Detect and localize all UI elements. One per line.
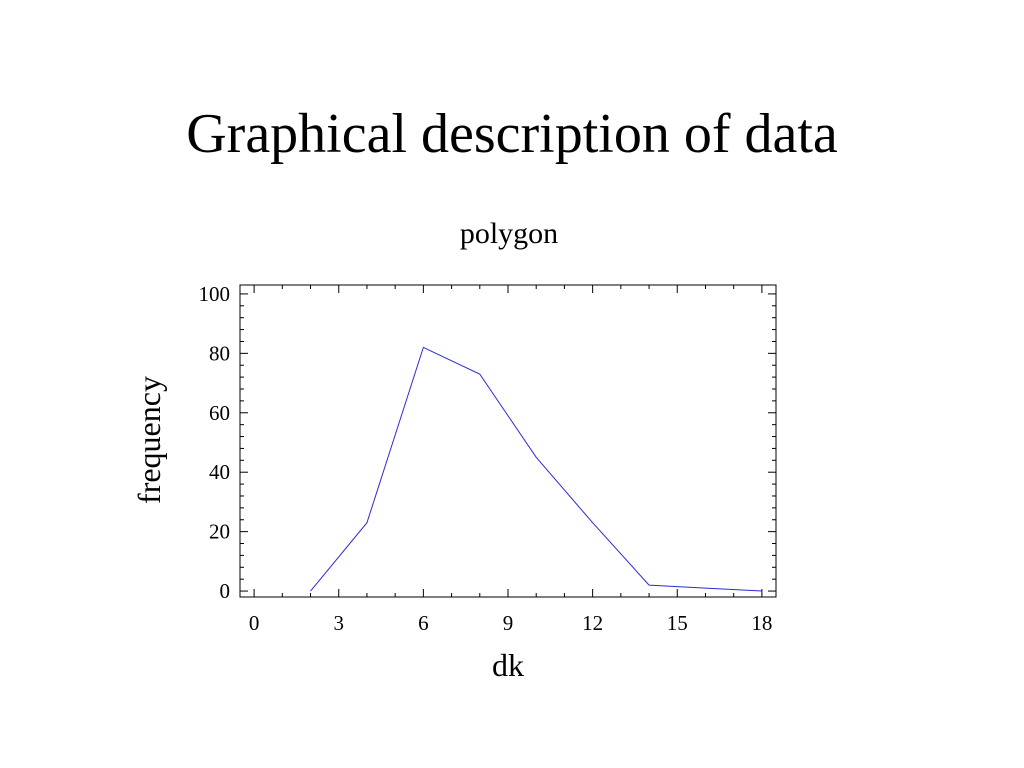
plot-frame — [239, 284, 777, 598]
x-tick-label: 12 — [582, 611, 603, 635]
x-tick-label: 0 — [249, 611, 260, 635]
chart-title: polygon — [460, 217, 558, 250]
y-tick-label: 60 — [209, 401, 230, 425]
y-tick-label: 100 — [199, 282, 231, 306]
x-tick-label: 18 — [751, 611, 772, 635]
plot-area: 0 3 6 9 12 15 18 0 20 40 60 80 100 — [199, 282, 777, 635]
y-tick-label: 0 — [220, 579, 231, 603]
y-tick-label: 40 — [209, 460, 230, 484]
y-tick-label: 20 — [209, 520, 230, 544]
x-tick-label: 9 — [503, 611, 514, 635]
x-tick-label: 6 — [418, 611, 429, 635]
x-tick-label: 15 — [667, 611, 688, 635]
slide-title: Graphical description of data — [186, 103, 838, 165]
x-axis-label: dk — [492, 647, 524, 683]
y-tick-label: 80 — [209, 341, 230, 365]
x-tick-label: 3 — [333, 611, 344, 635]
y-axis-label: frequency — [131, 376, 167, 504]
series-line — [310, 346, 762, 592]
